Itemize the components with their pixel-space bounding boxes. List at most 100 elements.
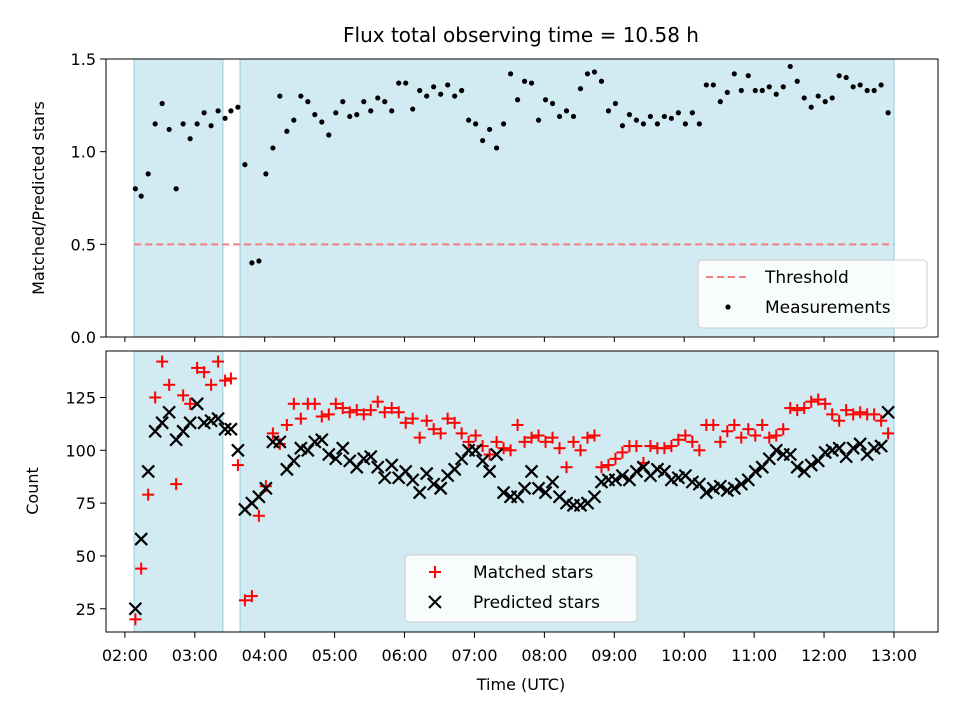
bottom-shaded-intervals [133,351,895,632]
bottom-panel: 25 50 75 100 125 02:00 03:00 04:00 05:00 06:00 07… [23,350,939,694]
measurement-point [270,145,276,151]
cross-b [629,464,644,479]
predicted-star-point [155,416,169,430]
matched-star-point [819,397,832,410]
cross-b [699,485,714,500]
cross-b [874,439,888,453]
predicted-star-point [482,464,497,479]
cross-b [517,481,532,496]
predicted-star-point [699,485,714,500]
matched-star-point [191,361,204,374]
measurement-point [333,110,339,116]
y-tick-label: 1.0 [71,143,96,162]
measurement-point [438,91,444,97]
cross-b [377,470,392,485]
bottom-y-axis-label: Count [23,467,42,515]
measurement-point [382,99,388,105]
predicted-star-point [769,443,784,458]
predicted-star-point [496,485,511,500]
matched-star-point [420,414,433,427]
predicted-star-point [322,447,336,462]
cross-b [552,490,567,504]
matched-star-point [259,480,272,493]
predicted-star-point [587,490,602,504]
bottom-y-axis: 25 50 75 100 125 [65,388,106,619]
y-tick-label: 1.5 [71,50,96,69]
predicted-star-point [412,485,427,500]
measurement-point [312,112,318,118]
measurement-point [668,115,674,121]
matched-star-point [721,425,734,438]
measurement-point [836,73,842,79]
measurement-point [445,82,451,88]
measurement-point [808,104,814,110]
matched-star-point [135,562,148,575]
measurement-point [487,126,493,133]
measurement-point [738,87,744,94]
matched-star-point [840,404,853,417]
measurement-point [417,87,423,94]
predicted-star-point [748,464,763,479]
matched-star-point [518,435,531,448]
predicted-star-point [853,437,867,451]
cross-b [155,416,169,430]
matched-star-point [245,590,258,603]
matched-star-point [693,444,706,457]
y-tick-label: 75 [76,494,96,513]
y-tick-label: 100 [65,441,96,460]
predicted-star-point [545,475,560,489]
cross-b [524,464,539,479]
measurement-point [570,113,577,120]
measurement-point [347,113,353,120]
measurement-point [731,71,737,77]
matched-star-point [441,412,454,425]
cross-b [475,454,490,468]
predicted-star-point [363,449,378,464]
matched-star-point [763,431,776,444]
cross-b [322,447,336,462]
matched-star-point [581,431,594,444]
cross-b [426,477,441,491]
cross-b [636,460,651,474]
cross-b [231,443,245,458]
predicted-star-point [734,477,749,491]
matched-star-point [156,355,169,368]
measurement-point [493,145,500,151]
measurement-point [654,121,661,127]
measurement-point [780,84,786,90]
matched-star-point [686,435,699,448]
top-legend-box [697,259,928,329]
measurement-point [598,78,605,84]
x-tick-label: 12:00 [801,646,847,665]
measurement-point [724,89,730,95]
cross-b [468,443,483,458]
matched-star-point [385,402,398,415]
measurement-point [640,121,647,127]
cross-b [363,449,378,464]
predicted-star-point [426,477,441,491]
cross-b [489,447,504,462]
predicted-star-point [224,422,238,436]
measurement-point [152,121,158,127]
measurement-point [459,87,465,94]
matched-star-point [205,378,218,391]
predicted-star-point [329,451,343,466]
predicted-star-point [447,462,462,477]
cross-b [734,477,749,491]
measurement-point [396,80,402,86]
matched-star-point [357,408,370,421]
cross-b [615,468,630,483]
matched-star-point [378,406,391,419]
measurement-point [633,117,640,123]
matched-star-point [371,395,384,408]
matched-star-point [170,478,183,491]
measurement-point [752,87,758,94]
top-legend: Threshold Measurements [697,259,928,329]
y-tick-label: 50 [76,547,96,566]
x-tick-label: 02:00 [102,646,148,665]
measurement-point [577,86,584,92]
matched-star-point [784,402,797,415]
predicted-star-point [384,458,399,472]
cross-b [384,458,399,472]
predicted-star-point [874,439,888,453]
